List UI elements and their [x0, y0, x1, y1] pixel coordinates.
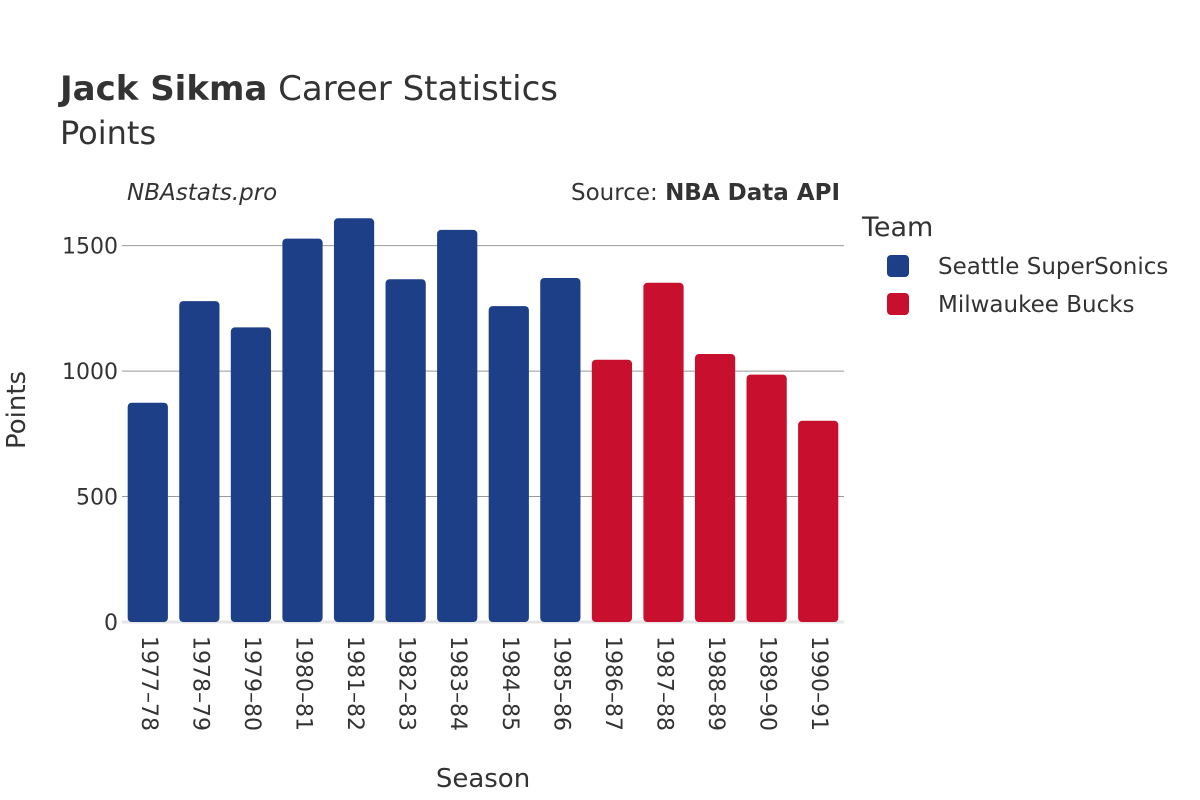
- bar-1986–87: [591, 359, 633, 622]
- bar-1990–91: [798, 420, 839, 622]
- legend-title: Team: [861, 212, 933, 243]
- legend-swatch: [887, 293, 909, 315]
- x-tick-label: 1989–90: [755, 636, 780, 731]
- chart-title: Jack Sikma Career Statistics: [58, 69, 558, 109]
- chart-title-player: Jack Sikma: [58, 69, 267, 109]
- source-label: Source: NBA Data API: [571, 180, 840, 206]
- legend-swatch: [887, 255, 909, 277]
- bars: [127, 218, 839, 623]
- y-tick-label: 1000: [62, 360, 118, 385]
- x-axis-ticks: 1977–78 1978–79 1979–80 1980–81 1981–82 1982–…: [136, 636, 831, 731]
- x-tick-label: 1990–91: [806, 636, 831, 731]
- legend: Team Seattle SuperSonics Milwaukee Bucks: [861, 212, 1168, 318]
- bar-1985–86: [540, 278, 581, 622]
- x-tick-label: 1977–78: [136, 636, 161, 731]
- y-tick-label: 0: [104, 611, 118, 636]
- bar-1980–81: [282, 238, 323, 623]
- x-tick-label: 1984–85: [497, 636, 522, 731]
- x-tick-label: 1988–89: [703, 636, 728, 731]
- bar-1983–84: [437, 229, 478, 622]
- x-tick-label: 1987–88: [652, 636, 677, 731]
- x-tick-label: 1983–84: [445, 636, 470, 731]
- legend-item-label: Seattle SuperSonics: [938, 254, 1168, 280]
- x-tick-label: 1986–87: [600, 636, 625, 731]
- source-name: NBA Data API: [665, 180, 840, 206]
- bar-1984–85: [488, 306, 529, 622]
- x-axis-label: Season: [436, 764, 530, 794]
- gridlines: [122, 245, 844, 624]
- legend-item-label: Milwaukee Bucks: [938, 292, 1135, 318]
- bar-1977–78: [127, 402, 168, 622]
- x-tick-label: 1980–81: [291, 636, 316, 731]
- chart-title-rest: Career Statistics: [267, 69, 558, 109]
- chart-subtitle: Points: [60, 114, 156, 152]
- bar-1982–83: [385, 279, 426, 622]
- x-tick-label: 1982–83: [394, 636, 419, 731]
- y-axis-ticks: 0 500 1000 1500: [62, 235, 118, 636]
- x-tick-label: 1981–82: [342, 636, 367, 731]
- source-prefix: Source:: [571, 180, 665, 206]
- bar-1978–79: [179, 301, 220, 622]
- x-tick-label: 1985–86: [548, 636, 573, 731]
- y-tick-label: 500: [76, 486, 118, 511]
- brand-label: NBAstats.pro: [127, 180, 277, 206]
- y-axis-label: Points: [2, 371, 32, 449]
- bar-1988–89: [694, 354, 736, 622]
- bar-1981–82: [333, 218, 375, 622]
- bar-1989–90: [746, 374, 787, 622]
- y-tick-label: 1500: [62, 235, 118, 260]
- bar-1987–88: [643, 282, 684, 622]
- bar-1979–80: [230, 327, 272, 622]
- x-tick-label: 1979–80: [239, 636, 264, 731]
- x-tick-label: 1978–79: [187, 636, 212, 731]
